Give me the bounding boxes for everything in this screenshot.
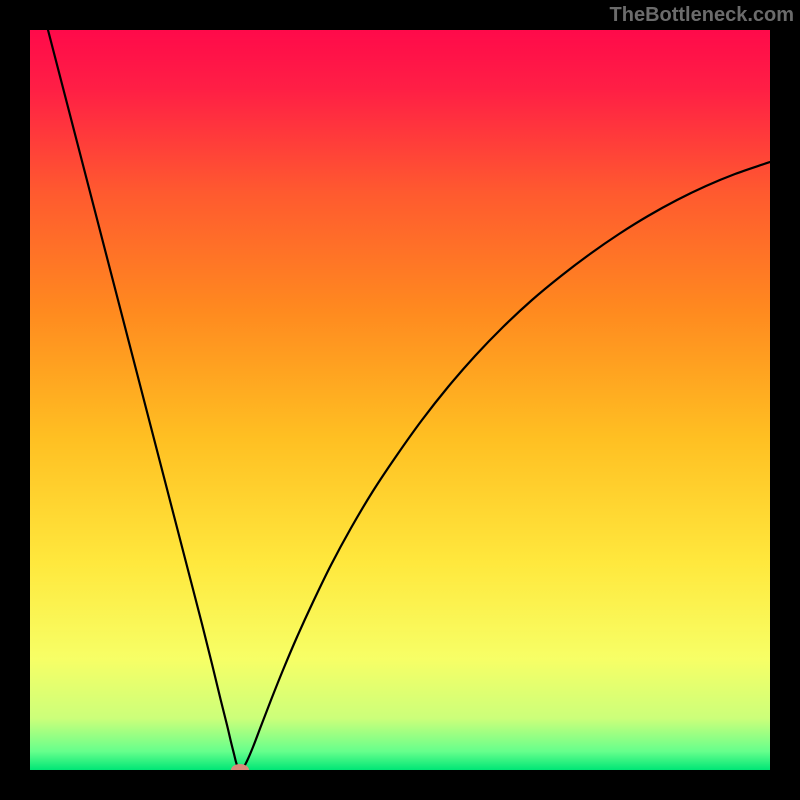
watermark-text: TheBottleneck.com <box>610 4 794 27</box>
plot-area <box>30 30 770 770</box>
chart-frame: TheBottleneck.com <box>0 0 800 800</box>
minimum-marker <box>231 764 249 770</box>
bottleneck-curve <box>30 30 770 770</box>
